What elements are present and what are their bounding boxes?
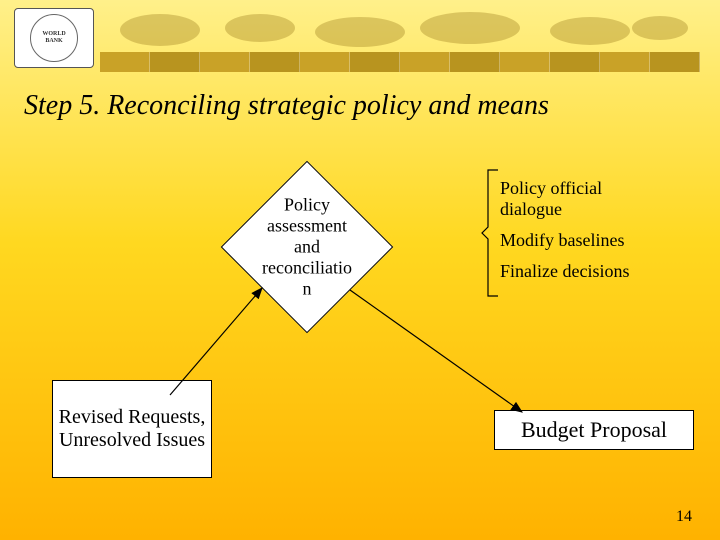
banner-cell xyxy=(450,52,500,72)
banner-cell xyxy=(300,52,350,72)
banner-cell xyxy=(100,52,150,72)
banner-cell xyxy=(550,52,600,72)
logo-text: WORLD BANK xyxy=(33,31,75,44)
revised-requests-box: Revised Requests, Unresolved Issues xyxy=(52,380,212,478)
banner-cell xyxy=(650,52,700,72)
world-bank-logo: WORLD BANK xyxy=(14,8,94,68)
banner-cell xyxy=(400,52,450,72)
banner-cell xyxy=(200,52,250,72)
banner-map-silhouette xyxy=(100,8,700,52)
logo-ring-icon: WORLD BANK xyxy=(30,14,78,62)
diamond-node: Policyassessmentandreconciliation xyxy=(222,162,392,332)
banner-cell xyxy=(350,52,400,72)
revised-requests-label: Revised Requests, Unresolved Issues xyxy=(57,406,207,452)
slide: WORLD BANK Step 5. Reconciling strategic… xyxy=(0,0,720,540)
slide-title: Step 5. Reconciling strategic policy and… xyxy=(24,90,696,122)
page-number: 14 xyxy=(676,508,692,526)
banner-cell xyxy=(500,52,550,72)
banner-cell xyxy=(150,52,200,72)
bracket-item: Modify baselines xyxy=(500,230,629,251)
bracket-item: Finalize decisions xyxy=(500,261,629,282)
banner-cell xyxy=(250,52,300,72)
header-banner: WORLD BANK xyxy=(0,0,720,75)
diamond-label: Policyassessmentandreconciliation xyxy=(242,195,372,300)
budget-proposal-box: Budget Proposal xyxy=(494,410,694,450)
banner-cell xyxy=(600,52,650,72)
banner-color-bar xyxy=(100,52,700,72)
bracket-list: Policy officialdialogue Modify baselines F… xyxy=(500,178,629,292)
bracket-item: Policy officialdialogue xyxy=(500,178,629,220)
budget-proposal-label: Budget Proposal xyxy=(521,417,667,443)
